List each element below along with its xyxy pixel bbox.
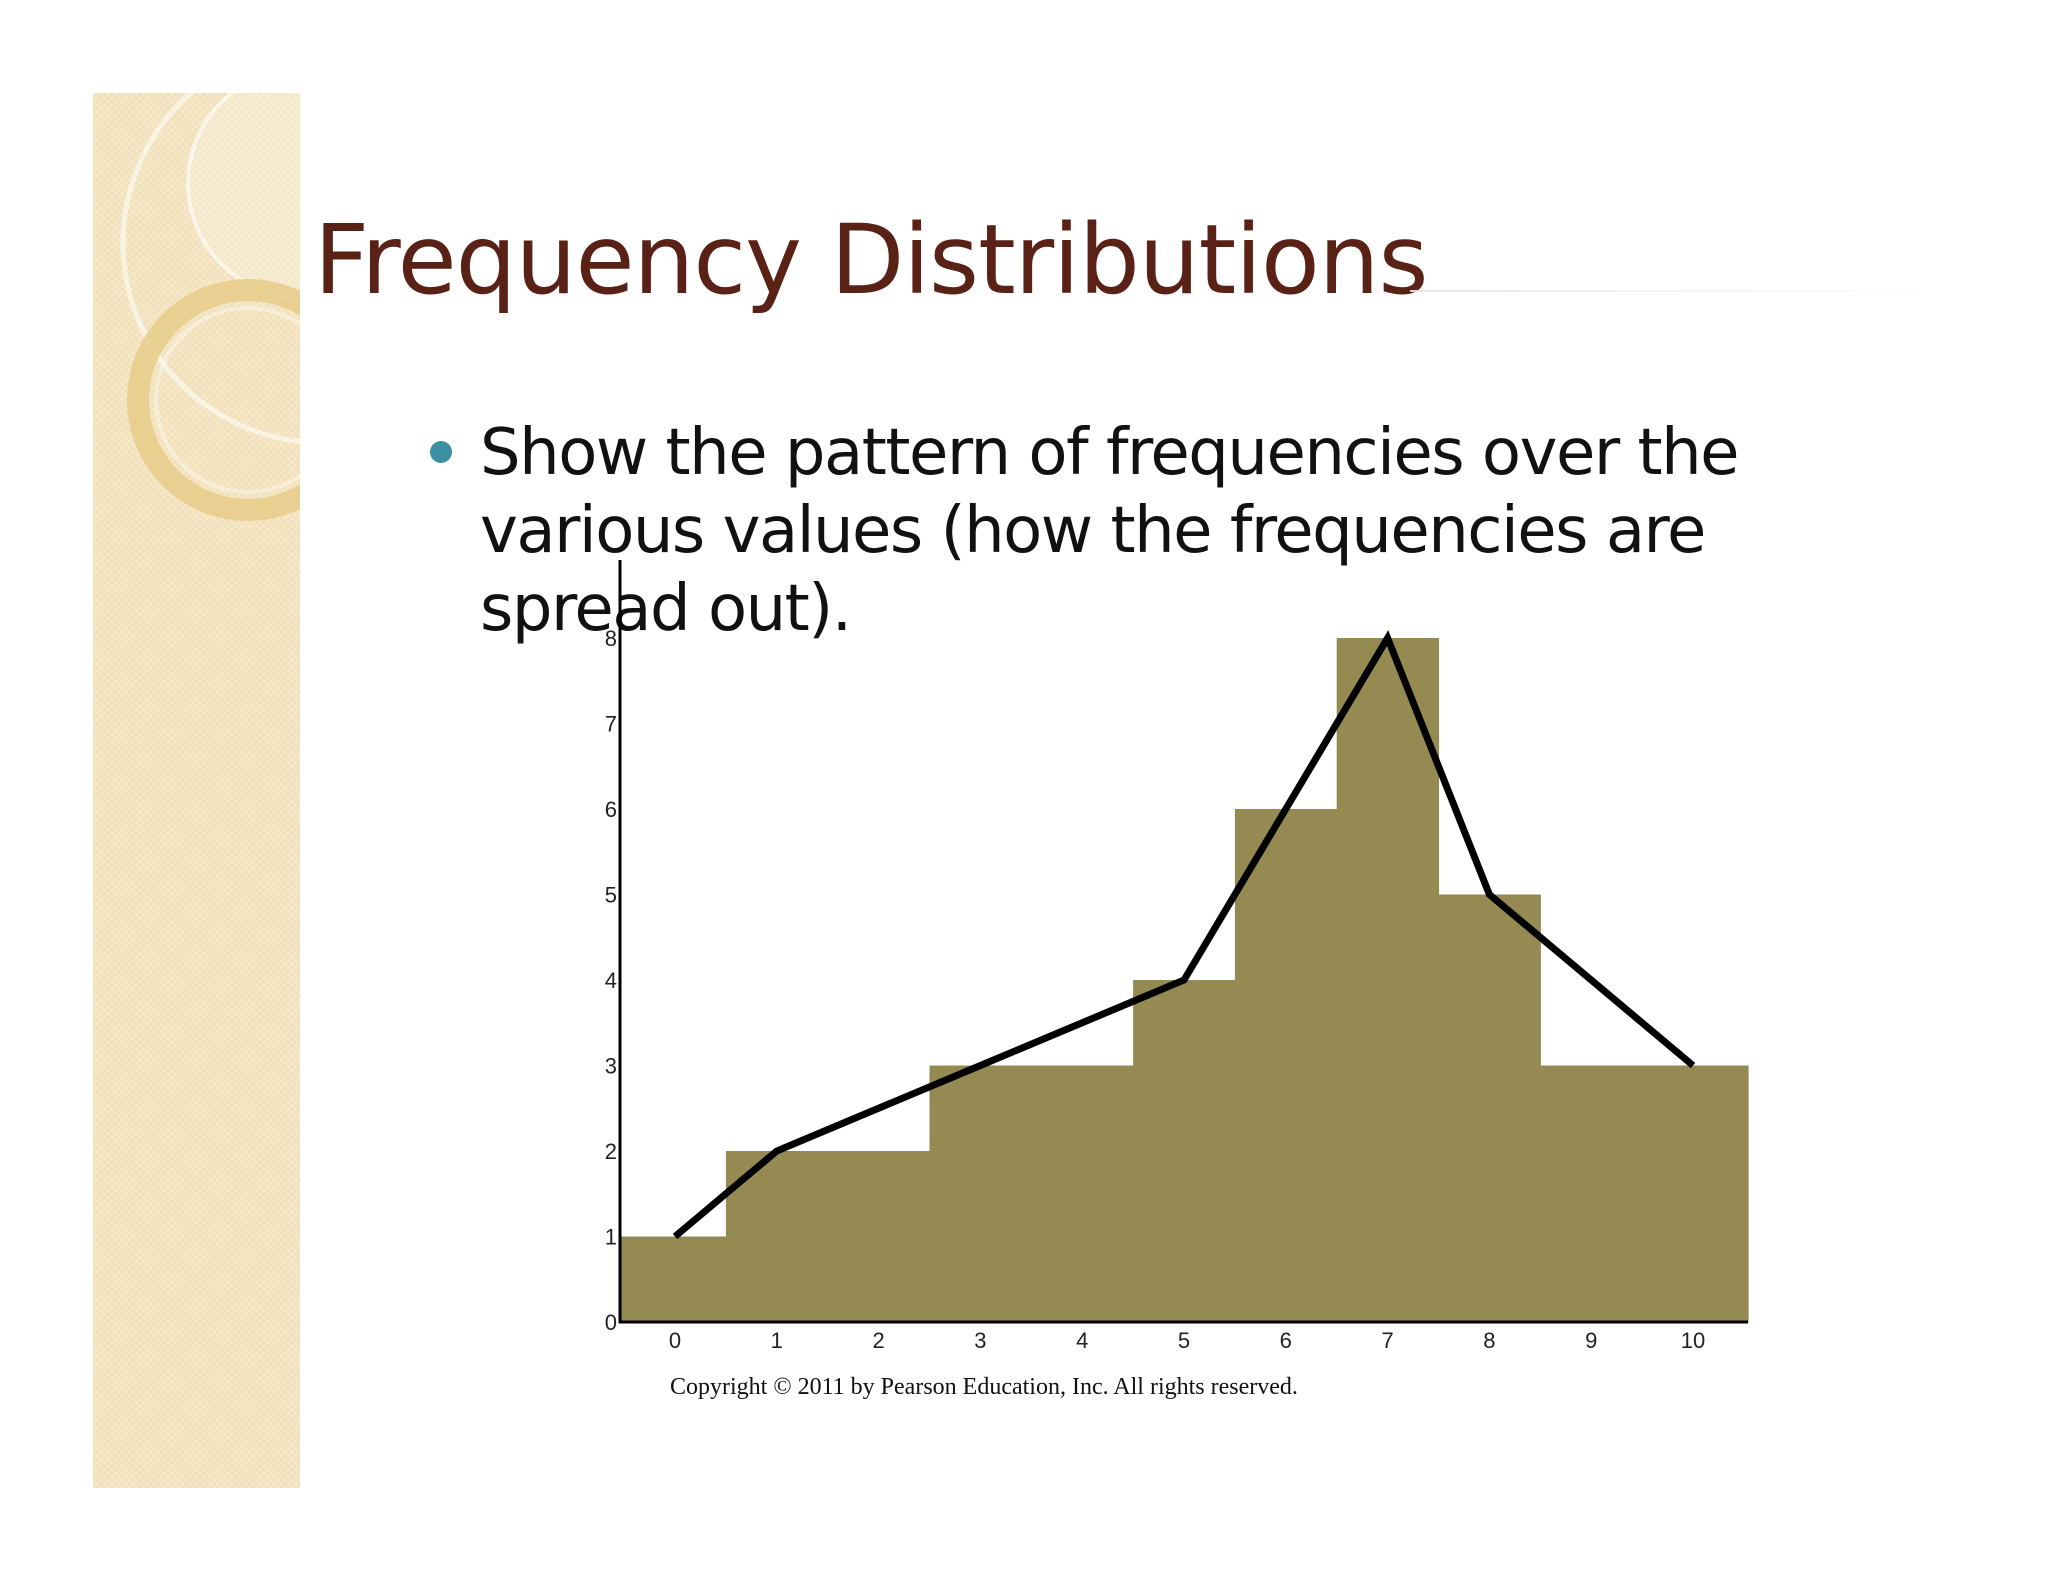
bullet-icon [430, 441, 452, 463]
chart-axes [618, 560, 1748, 1324]
x-tick-9: 9 [1585, 1328, 1597, 1353]
bullet-text: Show the pattern of frequencies over the… [480, 416, 1740, 646]
bar-10 [1642, 1065, 1749, 1322]
x-tick-2: 2 [872, 1328, 884, 1353]
x-tick-labels: 0 1 2 3 4 5 6 7 8 9 10 [669, 1328, 1705, 1353]
x-tick-5: 5 [1178, 1328, 1190, 1353]
slide-title: Frequency Distributions [314, 204, 1429, 316]
histogram-bars [620, 638, 1749, 1322]
x-tick-6: 6 [1280, 1328, 1292, 1353]
x-tick-1: 1 [771, 1328, 783, 1353]
y-tick-6: 6 [605, 797, 617, 822]
bar-7 [1336, 638, 1440, 1322]
frequency-polygon-line [672, 630, 1696, 1240]
y-tick-8: 8 [605, 626, 617, 651]
decorative-side-strip [93, 93, 300, 1488]
y-tick-4: 4 [605, 968, 617, 993]
y-tick-0: 0 [605, 1310, 617, 1335]
bar-0 [620, 1236, 727, 1322]
y-tick-2: 2 [605, 1139, 617, 1164]
bar-3 [929, 1065, 1032, 1322]
bar-4 [1031, 1065, 1134, 1322]
title-divider [1410, 290, 1960, 292]
y-tick-5: 5 [605, 883, 617, 908]
bar-6 [1234, 809, 1338, 1322]
y-tick-1: 1 [605, 1225, 617, 1250]
bar-8 [1438, 894, 1541, 1322]
x-tick-8: 8 [1483, 1328, 1495, 1353]
x-tick-4: 4 [1076, 1328, 1088, 1353]
y-tick-3: 3 [605, 1054, 617, 1079]
x-tick-3: 3 [974, 1328, 986, 1353]
x-tick-7: 7 [1381, 1328, 1393, 1353]
x-tick-0: 0 [669, 1328, 681, 1353]
decorative-circles-graphic [120, 93, 300, 521]
bar-5 [1133, 980, 1236, 1322]
y-tick-labels: 0 1 2 3 4 5 6 7 8 [605, 626, 617, 1335]
y-tick-7: 7 [605, 712, 617, 737]
copyright-text: Copyright © 2011 by Pearson Education, I… [670, 1374, 1298, 1400]
x-tick-10: 10 [1681, 1328, 1705, 1353]
bar-2 [827, 1151, 931, 1322]
bar-9 [1540, 1065, 1643, 1322]
